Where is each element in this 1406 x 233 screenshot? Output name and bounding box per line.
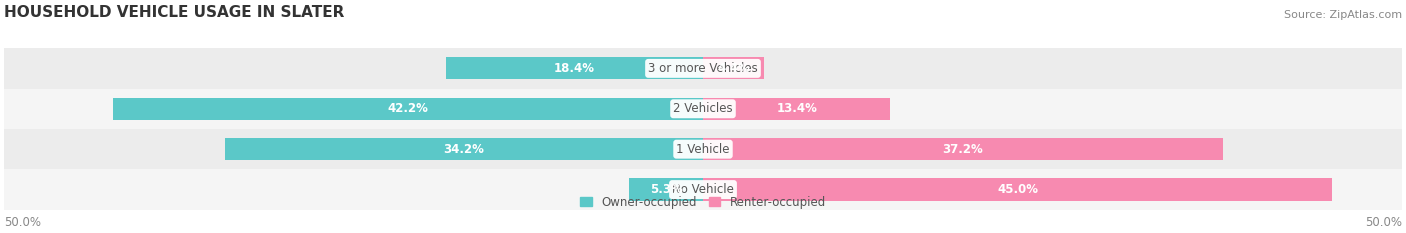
Text: No Vehicle: No Vehicle bbox=[672, 183, 734, 196]
Bar bbox=[703, 98, 890, 120]
Bar bbox=[4, 169, 1402, 210]
Bar bbox=[4, 129, 1402, 169]
Text: 18.4%: 18.4% bbox=[554, 62, 595, 75]
Text: Source: ZipAtlas.com: Source: ZipAtlas.com bbox=[1284, 10, 1402, 20]
Text: 5.3%: 5.3% bbox=[650, 183, 682, 196]
Text: 3 or more Vehicles: 3 or more Vehicles bbox=[648, 62, 758, 75]
Bar bbox=[4, 89, 1402, 129]
Text: HOUSEHOLD VEHICLE USAGE IN SLATER: HOUSEHOLD VEHICLE USAGE IN SLATER bbox=[4, 5, 344, 20]
Text: 34.2%: 34.2% bbox=[443, 143, 485, 156]
Bar bbox=[4, 48, 1402, 89]
Text: 2 Vehicles: 2 Vehicles bbox=[673, 102, 733, 115]
Text: 50.0%: 50.0% bbox=[4, 216, 41, 229]
Bar bbox=[628, 178, 703, 201]
Bar bbox=[446, 57, 703, 79]
Text: 50.0%: 50.0% bbox=[1365, 216, 1402, 229]
Text: 42.2%: 42.2% bbox=[388, 102, 429, 115]
Text: 4.4%: 4.4% bbox=[717, 62, 751, 75]
Bar bbox=[114, 98, 703, 120]
Text: 1 Vehicle: 1 Vehicle bbox=[676, 143, 730, 156]
Bar bbox=[703, 57, 765, 79]
Bar bbox=[225, 138, 703, 160]
Bar bbox=[703, 178, 1331, 201]
Text: 13.4%: 13.4% bbox=[776, 102, 817, 115]
Bar bbox=[703, 138, 1223, 160]
Text: 37.2%: 37.2% bbox=[942, 143, 983, 156]
Legend: Owner-occupied, Renter-occupied: Owner-occupied, Renter-occupied bbox=[575, 191, 831, 213]
Text: 45.0%: 45.0% bbox=[997, 183, 1038, 196]
